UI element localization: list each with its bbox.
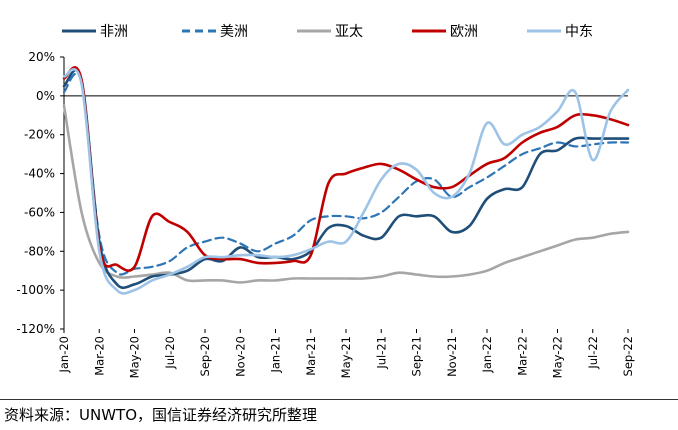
source-note: 资料来源：UNWTO，国信证券经济研究所整理: [4, 406, 318, 424]
x-tick-label: Jul-21: [374, 336, 388, 370]
series-line-3: [62, 104, 630, 284]
x-tick-label: Nov-20: [233, 336, 247, 377]
x-tick-label: Sep-21: [410, 336, 424, 376]
x-axis: Jan-20 Mar-20 May-20 Jul-20 Sep-20 Nov-20 Jan-…: [57, 95, 635, 378]
x-tick-label: Jul-20: [163, 336, 177, 370]
source-divider: [0, 399, 678, 400]
legend-label-3: 亚太: [335, 24, 363, 40]
x-tick-label: May-20: [128, 336, 142, 378]
x-tick-label: Jan-22: [480, 336, 494, 374]
y-axis: 20% 0% -20% -40% -60% -80% -100% -120%: [16, 50, 65, 336]
y-tick-label: -120%: [16, 322, 55, 336]
line-chart: 20% 0% -20% -40% -60% -80% -100% -120% Jan-20 Ma…: [16, 24, 635, 378]
x-tick-label: Mar-20: [92, 336, 106, 376]
series-line-2: [62, 72, 630, 276]
legend-label-2: 美洲: [220, 24, 248, 40]
series-line-1: [62, 68, 630, 290]
x-tick-label: Sep-20: [198, 336, 212, 376]
x-tick-label: Mar-22: [515, 336, 529, 376]
y-tick-label: -20%: [24, 128, 55, 142]
series-line-5: [62, 67, 630, 295]
y-tick-label: -60%: [24, 205, 55, 219]
series-line-4: [62, 66, 630, 272]
y-tick-label: -40%: [24, 167, 55, 181]
series-layer: [62, 66, 630, 295]
x-tick-label: Jul-22: [586, 336, 600, 370]
x-tick-label: Jan-21: [269, 336, 283, 374]
x-tick-label: Mar-21: [304, 336, 318, 376]
legend: 非洲 美洲 亚太 欧洲 中东: [62, 24, 593, 40]
x-tick-label: Nov-21: [445, 336, 459, 377]
y-tick-label: 20%: [28, 50, 55, 64]
legend-label-1: 非洲: [100, 24, 128, 40]
legend-label-4: 欧洲: [450, 24, 478, 40]
x-tick-label: Jan-20: [57, 336, 71, 374]
y-tick-label: 0%: [36, 89, 55, 103]
x-tick-label: May-21: [339, 336, 353, 378]
y-tick-label: -80%: [24, 244, 55, 258]
legend-label-5: 中东: [565, 24, 593, 40]
x-tick-label: May-22: [551, 336, 565, 378]
y-tick-label: -100%: [16, 283, 55, 297]
x-tick-label: Sep-22: [621, 336, 635, 376]
